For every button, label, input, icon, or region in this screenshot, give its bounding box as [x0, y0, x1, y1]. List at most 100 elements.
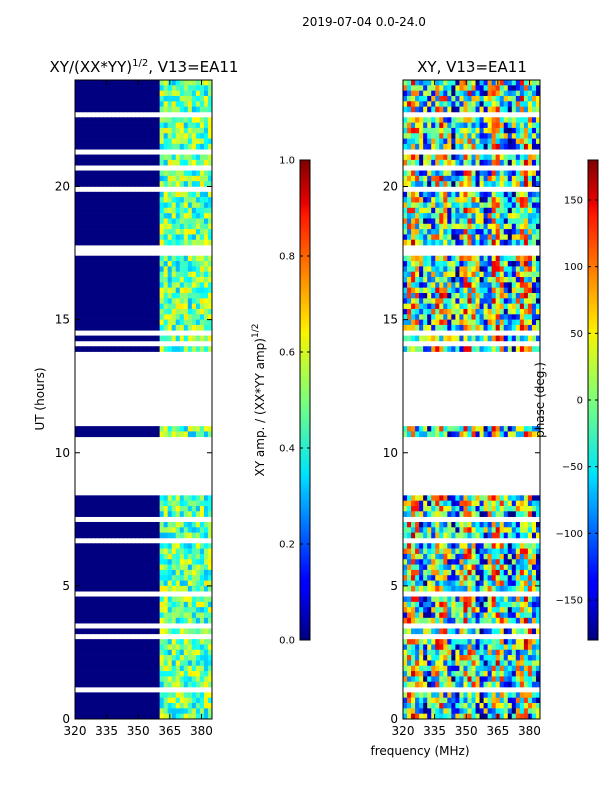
heatmap-cell — [103, 293, 108, 299]
heatmap-cell — [207, 277, 212, 283]
x-tick-label: 320 — [64, 724, 87, 738]
heatmap-cell — [107, 649, 112, 656]
heatmap-cell — [163, 681, 169, 688]
heatmap-cell — [147, 202, 152, 209]
heatmap-cell — [479, 207, 484, 214]
heatmap-cell — [119, 271, 124, 278]
heatmap-cell — [183, 639, 189, 645]
heatmap-cell — [135, 527, 140, 533]
heatmap-cell — [131, 580, 136, 587]
heatmap-cell — [167, 639, 173, 645]
heatmap-cell — [203, 564, 209, 571]
heatmap-cell — [95, 660, 100, 667]
heatmap-cell — [127, 298, 132, 304]
heatmap-cell — [419, 234, 424, 241]
heatmap-cell — [407, 138, 412, 145]
heatmap-cell — [511, 218, 517, 225]
heatmap-cell — [143, 223, 148, 230]
heatmap-cell — [463, 213, 468, 219]
heatmap-cell — [443, 271, 448, 278]
heatmap-cell — [519, 175, 525, 182]
heatmap-cell — [155, 703, 161, 709]
heatmap-cell — [167, 708, 173, 714]
heatmap-cell — [147, 628, 152, 635]
heatmap-cell — [531, 239, 537, 246]
heatmap-cell — [475, 607, 480, 613]
heatmap-cell — [483, 95, 489, 102]
heatmap-cell — [491, 521, 497, 528]
heatmap-cell — [135, 426, 140, 432]
heatmap-cell — [523, 127, 529, 134]
heatmap-cell — [143, 122, 148, 129]
heatmap-cell — [151, 324, 156, 331]
heatmap-cell — [107, 548, 112, 555]
heatmap-cell — [207, 314, 212, 320]
heatmap-cell — [111, 569, 116, 576]
heatmap-cell — [95, 697, 100, 704]
heatmap-cell — [491, 532, 497, 539]
heatmap-cell — [403, 521, 408, 528]
heatmap-cell — [187, 346, 193, 352]
heatmap-cell — [139, 314, 144, 320]
heatmap-cell — [531, 548, 537, 555]
heatmap-cell — [87, 639, 92, 645]
heatmap-cell — [191, 287, 197, 294]
heatmap-cell — [435, 521, 440, 528]
heatmap-cell — [475, 431, 480, 438]
heatmap-cell — [459, 601, 464, 608]
heatmap-cell — [507, 543, 513, 549]
heatmap-cell — [147, 511, 152, 517]
heatmap-cell — [99, 293, 104, 299]
heatmap-cell — [439, 175, 444, 182]
heatmap-cell — [75, 271, 80, 278]
heatmap-cell — [435, 85, 440, 91]
heatmap-cell — [439, 282, 444, 288]
heatmap-cell — [107, 85, 112, 91]
heatmap-cell — [447, 324, 452, 331]
heatmap-cell — [131, 692, 136, 699]
heatmap-cell — [503, 601, 509, 608]
heatmap-cell — [503, 521, 509, 528]
heatmap-cell — [503, 607, 509, 613]
heatmap-cell — [143, 298, 148, 304]
heatmap-cell — [443, 495, 448, 501]
heatmap-cell — [147, 282, 152, 288]
heatmap-cell — [183, 143, 189, 150]
heatmap-cell — [123, 543, 128, 549]
heatmap-cell — [419, 511, 424, 517]
heatmap-cell — [111, 713, 116, 719]
heatmap-cell — [515, 575, 521, 581]
heatmap-cell — [147, 170, 152, 177]
heatmap-cell — [443, 261, 448, 267]
heatmap-cell — [111, 580, 116, 587]
heatmap-cell — [159, 660, 165, 667]
heatmap-cell — [207, 612, 212, 619]
heatmap-cell — [515, 95, 521, 102]
heatmap-cell — [179, 575, 185, 581]
heatmap-cell — [523, 154, 529, 161]
heatmap-cell — [531, 585, 537, 592]
heatmap-cell — [99, 117, 104, 123]
heatmap-cell — [99, 159, 104, 166]
heatmap-cell — [87, 90, 92, 97]
heatmap-cell — [79, 202, 84, 209]
heatmap-cell — [515, 548, 521, 555]
heatmap-cell — [459, 159, 464, 166]
heatmap-cell — [163, 665, 169, 672]
amplitude-axes-frame — [74, 79, 213, 720]
heatmap-cell — [463, 101, 468, 107]
heatmap-cell — [95, 649, 100, 656]
heatmap-cell — [495, 175, 501, 182]
heatmap-cell — [171, 197, 177, 203]
heatmap-cell — [443, 191, 448, 198]
heatmap-cell — [183, 277, 189, 283]
heatmap-cell — [167, 282, 173, 288]
heatmap-cell — [207, 319, 212, 326]
heatmap-cell — [415, 569, 420, 576]
heatmap-cell — [103, 500, 108, 507]
heatmap-cell — [107, 308, 112, 315]
heatmap-cell — [167, 127, 173, 134]
heatmap-cell — [491, 239, 497, 246]
heatmap-cell — [115, 223, 120, 230]
heatmap-cell — [411, 90, 416, 97]
